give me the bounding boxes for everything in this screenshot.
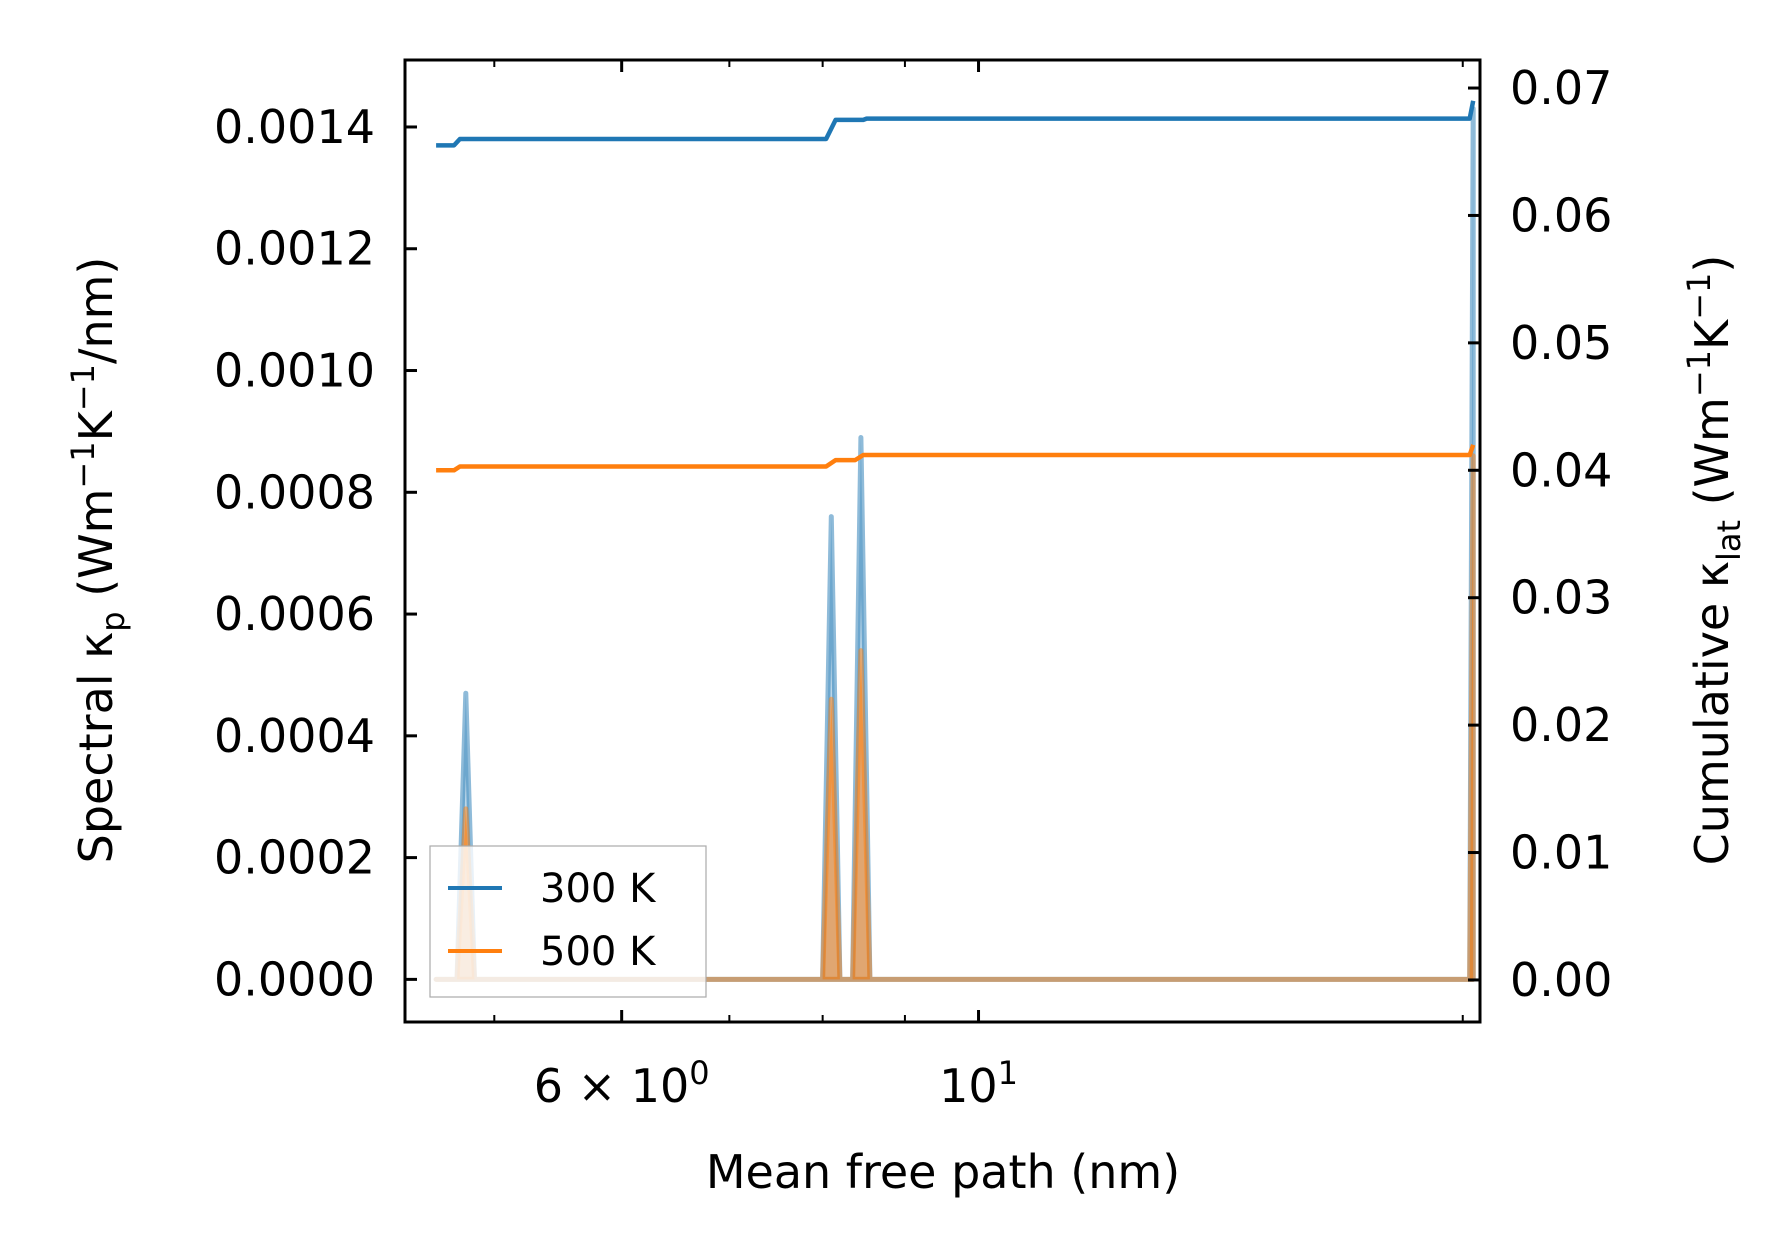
right-tick-label: 0.02	[1510, 698, 1612, 752]
right-tick-label: 0.07	[1510, 61, 1612, 115]
right-tick-label: 0.04	[1510, 443, 1612, 497]
ticks-layer: 0.0000 0.0002 0.0004 0.0006 0.0008 0.0010 0.00…	[214, 60, 1612, 1113]
legend-label-500k: 500 K	[540, 929, 657, 975]
left-tick-label: 0.0006	[214, 587, 375, 641]
x-axis-title: Mean free path (nm)	[706, 1145, 1180, 1199]
spectral-area-500k	[433, 453, 1476, 982]
legend-box	[429, 845, 707, 998]
right-tick-label: 0.03	[1510, 571, 1612, 625]
right-tick-label: 0.06	[1510, 188, 1612, 242]
left-tick-label: 0.0010	[214, 344, 375, 398]
plot-frame	[403, 58, 1482, 1024]
legend-label-300k: 300 K	[540, 866, 657, 912]
right-axis-title: Cumulative κlat (Wm−1K−1)	[1680, 255, 1748, 866]
left-tick-label: 0.0000	[214, 952, 375, 1006]
left-tick-label: 0.0014	[214, 100, 375, 154]
left-tick-label: 0.0004	[214, 709, 375, 763]
left-tick-label: 0.0008	[214, 465, 375, 519]
data-layer	[433, 100, 1476, 982]
left-tick-label: 0.0012	[214, 222, 375, 276]
left-axis-title: Spectral κp (Wm−1K−1/nm)	[64, 257, 132, 864]
x-tick-label: 101	[939, 1054, 1018, 1113]
legend: 300 K 500 K	[429, 845, 707, 998]
right-tick-label: 0.05	[1510, 316, 1612, 370]
x-tick-label: 6 × 100	[534, 1054, 710, 1113]
cumulative-line-500k	[436, 444, 1476, 473]
cumulative-line-300k	[436, 100, 1476, 148]
left-tick-label: 0.0002	[214, 831, 375, 885]
right-tick-label: 0.00	[1510, 953, 1612, 1007]
right-tick-label: 0.01	[1510, 826, 1612, 880]
